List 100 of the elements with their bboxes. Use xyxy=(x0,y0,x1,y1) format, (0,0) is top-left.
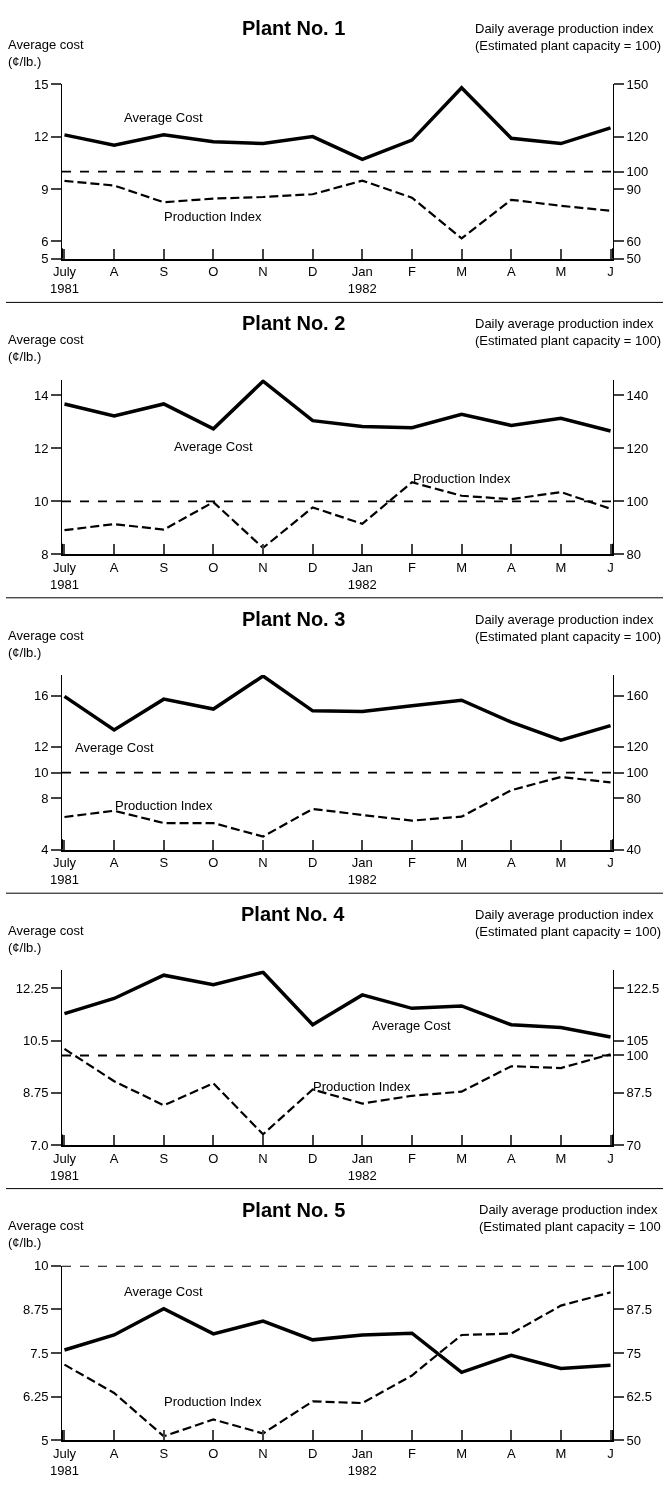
y2-tick-label: 120 xyxy=(626,739,649,755)
x-tick-label: A xyxy=(109,1150,119,1166)
line-series xyxy=(63,481,612,549)
x-tick-label: M xyxy=(555,264,567,280)
x-tick-label: July 1981 xyxy=(50,855,79,888)
x-tick-label: A xyxy=(506,855,516,871)
x-tick-label: A xyxy=(506,559,516,575)
y-axis-title: Average cost (¢/lb.) xyxy=(8,628,85,660)
y-tick-label: 12 xyxy=(33,739,49,755)
y2-tick-label: 70 xyxy=(626,1137,642,1153)
y-tick-label: 9 xyxy=(41,181,49,197)
chart-title: Plant No. 3 xyxy=(242,608,346,630)
y-tick-label: 8 xyxy=(41,790,49,806)
x-tick-label: Jan 1982 xyxy=(347,559,377,592)
y-tick-label: 12 xyxy=(33,440,49,456)
series-label: Average Cost xyxy=(372,1018,451,1033)
y2-axis-title: Daily average production index (Estimated plant capacity = 100) xyxy=(475,316,662,348)
x-tick-label: O xyxy=(208,264,219,280)
y2-tick-label: 160 xyxy=(626,688,649,704)
x-tick-label: M xyxy=(555,855,567,871)
x-tick-label: S xyxy=(159,1446,169,1462)
series-label: Average Cost xyxy=(174,439,253,454)
x-tick-label: F xyxy=(407,1150,416,1166)
y-axis-title: Average cost (¢/lb.) xyxy=(8,37,85,69)
x-tick-label: N xyxy=(258,855,268,871)
y2-tick-label: 87.5 xyxy=(626,1302,652,1318)
y2-tick-label: 100 xyxy=(626,164,649,180)
series-label: Average Cost xyxy=(75,740,154,755)
x-tick-label: July 1981 xyxy=(50,1150,79,1183)
x-tick-label: O xyxy=(208,1150,219,1166)
y2-axis-title: Daily average production index (Estimated plant capacity = 100) xyxy=(475,907,662,939)
x-tick-label: D xyxy=(307,1150,318,1166)
line-series xyxy=(62,379,613,433)
y-tick-label: 4 xyxy=(41,842,49,858)
x-tick-label: J xyxy=(607,559,614,575)
y2-tick-label: 120 xyxy=(626,129,649,145)
y2-tick-label: 120 xyxy=(626,440,649,456)
y2-tick-label: 80 xyxy=(626,546,642,562)
y-tick-label: 10.5 xyxy=(23,1033,49,1049)
x-tick-label: F xyxy=(407,1446,416,1462)
y-tick-label: 7.0 xyxy=(30,1137,49,1153)
y-tick-label: 7.5 xyxy=(30,1345,49,1361)
y2-tick-label: 122.5 xyxy=(626,980,660,996)
line-series xyxy=(63,775,612,838)
line-series xyxy=(62,970,613,1039)
x-tick-label: Jan 1982 xyxy=(347,1150,377,1183)
chart-title: Plant No. 2 xyxy=(242,312,346,334)
y2-tick-label: 105 xyxy=(626,1033,649,1049)
y-tick-label: 12 xyxy=(33,129,49,145)
y-tick-label: 6.25 xyxy=(23,1389,49,1405)
y2-tick-label: 87.5 xyxy=(626,1085,652,1101)
x-tick-label: A xyxy=(506,264,516,280)
x-tick-label: A xyxy=(109,855,119,871)
y-tick-label: 15 xyxy=(33,76,49,92)
x-tick-label: J xyxy=(607,1446,614,1462)
x-tick-label: D xyxy=(307,855,318,871)
x-tick-label: M xyxy=(456,1446,468,1462)
x-tick-label: M xyxy=(456,264,468,280)
x-tick-label: A xyxy=(109,264,119,280)
y-tick-label: 8.75 xyxy=(23,1085,49,1101)
x-tick-label: F xyxy=(407,855,416,871)
y-tick-label: 6 xyxy=(41,233,49,249)
chart-title: Plant No. 4 xyxy=(241,903,346,925)
chart-title: Plant No. 5 xyxy=(242,1199,346,1221)
y2-tick-label: 50 xyxy=(626,251,642,267)
x-tick-label: M xyxy=(456,559,468,575)
x-tick-label: O xyxy=(208,855,219,871)
x-tick-label: D xyxy=(307,1446,318,1462)
x-tick-label: A xyxy=(506,1446,516,1462)
x-tick-label: M xyxy=(555,1150,567,1166)
y2-tick-label: 90 xyxy=(626,181,642,197)
x-tick-label: M xyxy=(456,1150,468,1166)
y2-axis-title: Daily average production index (Estimated plant capacity = 100) xyxy=(475,21,662,53)
x-tick-label: M xyxy=(555,559,567,575)
y-tick-label: 5 xyxy=(41,251,49,267)
y2-tick-label: 60 xyxy=(626,233,642,249)
y-axis-title: Average cost (¢/lb.) xyxy=(8,1218,85,1250)
series-label: Production Index xyxy=(413,471,512,486)
x-tick-label: July 1981 xyxy=(50,559,79,592)
y2-tick-label: 100 xyxy=(626,1048,649,1064)
line-series xyxy=(62,675,613,742)
x-tick-label: J xyxy=(607,264,614,280)
x-tick-label: N xyxy=(258,264,268,280)
x-tick-label: J xyxy=(607,855,614,871)
series-label: Production Index xyxy=(115,798,214,813)
x-tick-label: N xyxy=(258,559,268,575)
x-tick-label: N xyxy=(258,1446,268,1462)
x-tick-label: S xyxy=(159,855,169,871)
x-tick-label: S xyxy=(159,1150,169,1166)
y2-tick-label: 100 xyxy=(626,765,649,781)
y2-tick-label: 75 xyxy=(626,1345,642,1361)
series-label: Average Cost xyxy=(124,110,203,125)
y2-tick-label: 100 xyxy=(626,493,649,509)
series-label: Production Index xyxy=(164,1394,263,1409)
y2-tick-label: 50 xyxy=(626,1433,642,1448)
x-tick-label: S xyxy=(159,559,169,575)
y-tick-label: 12.25 xyxy=(15,980,49,996)
x-tick-label: D xyxy=(307,264,318,280)
x-tick-label: Jan 1982 xyxy=(347,264,377,297)
y-tick-label: 8.75 xyxy=(23,1302,49,1318)
